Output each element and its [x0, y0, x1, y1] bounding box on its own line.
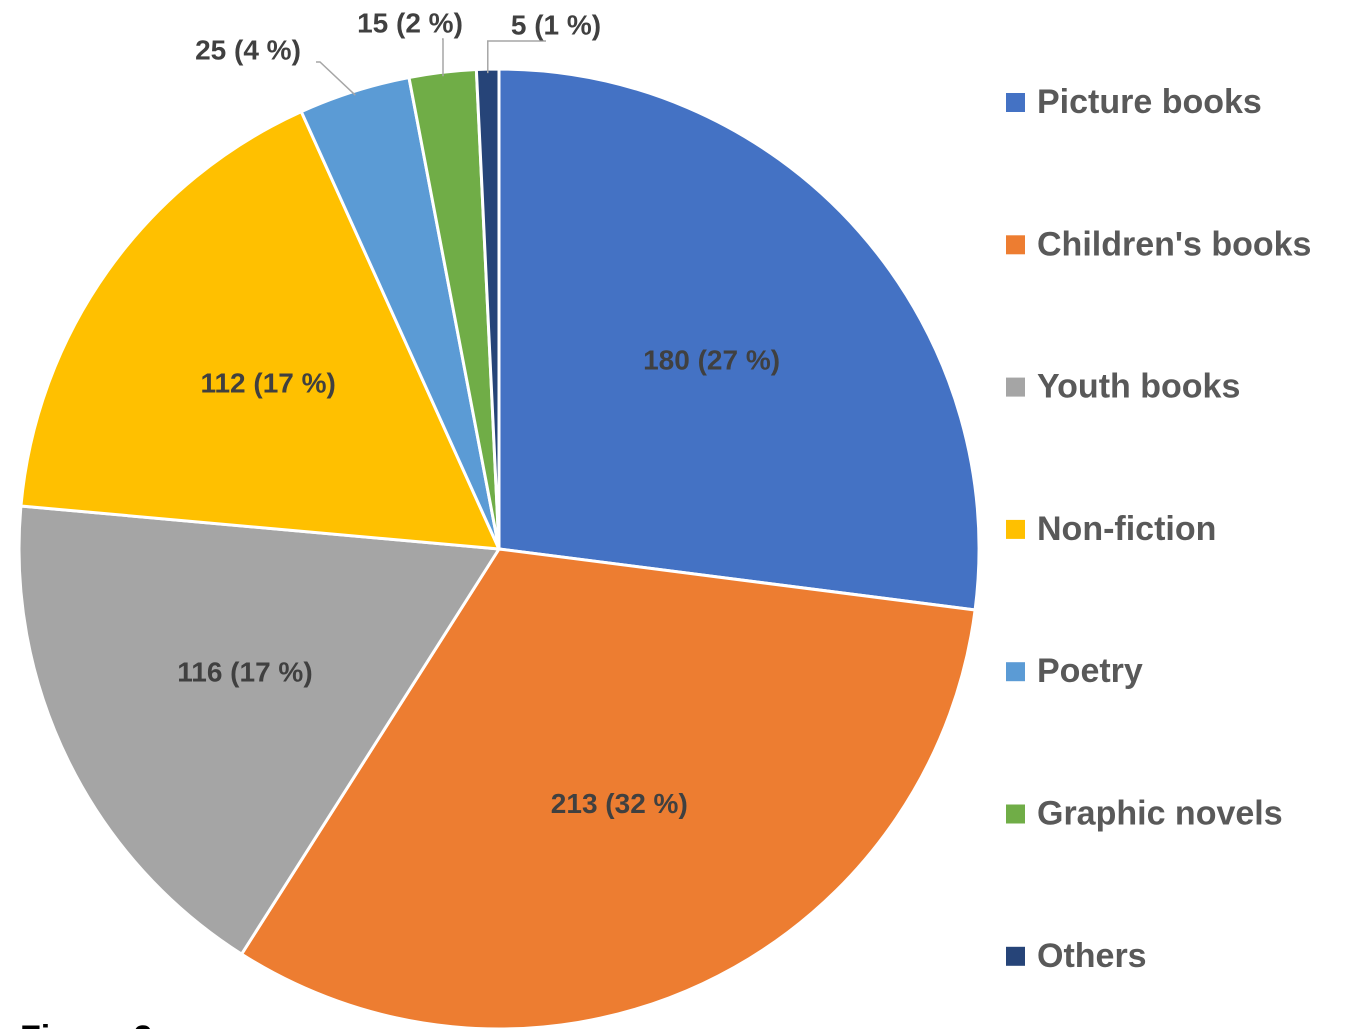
data-label: 15 (2 %)	[357, 7, 463, 38]
legend-label: Children's books	[1037, 225, 1311, 263]
legend-swatch	[1006, 235, 1025, 255]
pie-slice	[239, 547, 977, 1029]
legend-label: Others	[1037, 937, 1147, 975]
legend-label: Youth books	[1037, 368, 1240, 406]
legend-swatch	[1006, 662, 1025, 682]
legend-swatch	[1006, 519, 1025, 539]
legend-label: Poetry	[1037, 652, 1143, 690]
leader-line	[442, 38, 444, 77]
data-label: 116 (17 %)	[177, 656, 312, 687]
data-label: 213 (32 %)	[551, 788, 688, 819]
legend-swatch	[1006, 946, 1025, 966]
data-label: 5 (1 %)	[511, 9, 601, 40]
caption: Figure 2	[20, 1019, 152, 1029]
leader-line	[316, 61, 356, 96]
legend-swatch	[1006, 804, 1025, 824]
data-label: 25 (4 %)	[195, 34, 301, 65]
pie-slice	[497, 67, 981, 612]
legend-label: Graphic novels	[1037, 794, 1283, 832]
pie-slice	[17, 504, 502, 957]
legend-label: Picture books	[1037, 83, 1262, 121]
pie-slice	[19, 109, 502, 551]
data-label: 112 (17 %)	[200, 367, 335, 398]
legend-label: Non-fiction	[1037, 510, 1216, 548]
data-label: 180 (27 %)	[643, 344, 780, 375]
leader-line	[487, 40, 546, 74]
legend-swatch	[1006, 377, 1025, 397]
legend-swatch	[1006, 93, 1025, 112]
